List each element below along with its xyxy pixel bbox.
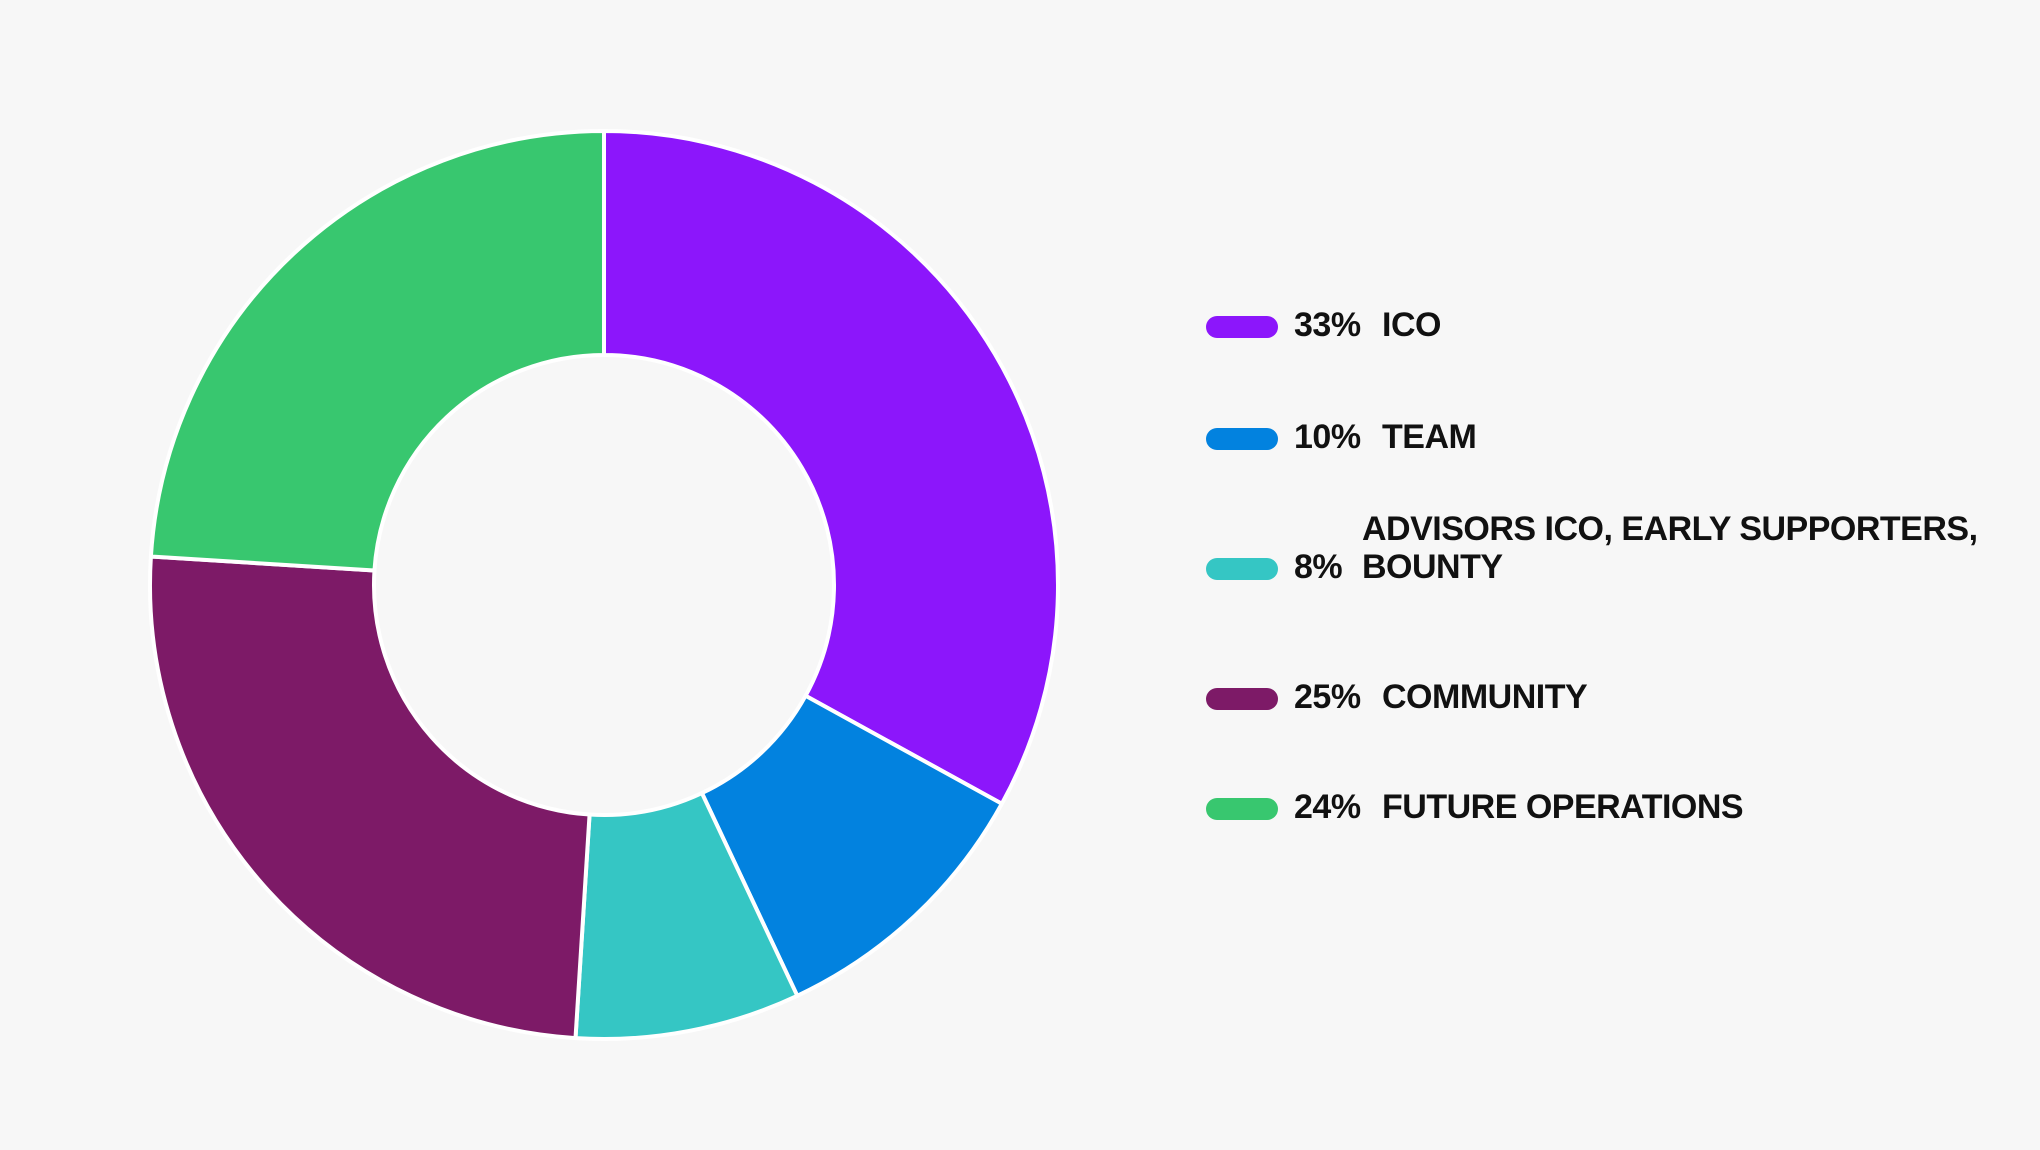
legend-label-future-operations: FUTURE OPERATIONS — [1382, 788, 1744, 826]
legend-label-advisors: ADVISORS ICO, EARLY SUPPORTERS, BOUNTY — [1362, 510, 1978, 586]
legend-swatch-community — [1206, 688, 1278, 710]
legend-percent-ico: 33% — [1294, 306, 1361, 344]
legend-percent-team: 10% — [1294, 418, 1361, 456]
legend-percent-future-operations: 24% — [1294, 788, 1361, 826]
legend-label-team: TEAM — [1382, 418, 1477, 456]
donut-slices — [148, 129, 1060, 1041]
slice-community — [148, 554, 592, 1041]
legend-swatch-advisors — [1206, 558, 1278, 580]
legend-swatch-ico — [1206, 316, 1278, 338]
slice-future-operations — [148, 129, 606, 573]
legend-swatch-future-operations — [1206, 798, 1278, 820]
legend-swatch-team — [1206, 428, 1278, 450]
slice-ico — [602, 129, 1060, 806]
legend-percent-community: 25% — [1294, 678, 1361, 716]
legend-label-ico: ICO — [1382, 306, 1441, 344]
slice-team — [699, 693, 1004, 998]
legend-label-community: COMMUNITY — [1382, 678, 1588, 716]
legend-percent-advisors: 8% — [1294, 548, 1343, 586]
